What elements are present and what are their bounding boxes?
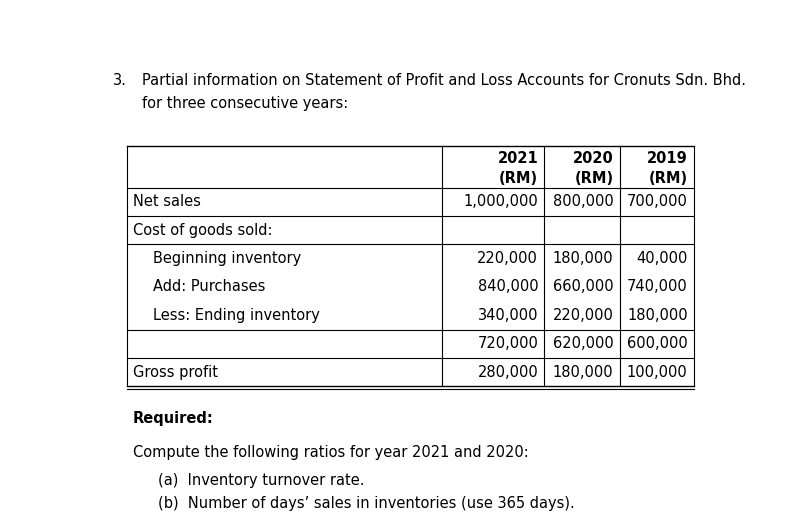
Text: Cost of goods sold:: Cost of goods sold: — [133, 223, 273, 238]
Text: 720,000: 720,000 — [477, 336, 538, 351]
Text: Net sales: Net sales — [133, 194, 201, 209]
Text: 3.: 3. — [113, 73, 127, 88]
Text: 220,000: 220,000 — [552, 308, 614, 323]
Text: 280,000: 280,000 — [477, 365, 538, 379]
Text: 840,000: 840,000 — [477, 280, 538, 294]
Text: 700,000: 700,000 — [626, 194, 688, 209]
Text: Beginning inventory: Beginning inventory — [153, 251, 301, 266]
Text: 1,000,000: 1,000,000 — [463, 194, 538, 209]
Text: 220,000: 220,000 — [477, 251, 538, 266]
Text: (RM): (RM) — [499, 172, 538, 186]
Text: 340,000: 340,000 — [477, 308, 538, 323]
Text: 600,000: 600,000 — [627, 336, 688, 351]
Text: (a)  Inventory turnover rate.: (a) Inventory turnover rate. — [158, 473, 364, 488]
Text: 180,000: 180,000 — [553, 365, 614, 379]
Text: (RM): (RM) — [575, 172, 614, 186]
Text: Compute the following ratios for year 2021 and 2020:: Compute the following ratios for year 20… — [133, 445, 528, 460]
Text: 40,000: 40,000 — [636, 251, 688, 266]
Text: 180,000: 180,000 — [627, 308, 688, 323]
Text: 100,000: 100,000 — [627, 365, 688, 379]
Text: Required:: Required: — [133, 411, 214, 426]
Text: 740,000: 740,000 — [627, 280, 688, 294]
Text: 2019: 2019 — [647, 151, 688, 166]
Text: Partial information on Statement of Profit and Loss Accounts for Cronuts Sdn. Bh: Partial information on Statement of Prof… — [142, 73, 746, 88]
Text: 180,000: 180,000 — [553, 251, 614, 266]
Text: 800,000: 800,000 — [553, 194, 614, 209]
Text: 620,000: 620,000 — [553, 336, 614, 351]
Text: for three consecutive years:: for three consecutive years: — [142, 96, 347, 111]
Text: 2021: 2021 — [497, 151, 538, 166]
Text: Gross profit: Gross profit — [133, 365, 218, 379]
Text: Less: Ending inventory: Less: Ending inventory — [153, 308, 320, 323]
Text: Add: Purchases: Add: Purchases — [153, 280, 265, 294]
Text: 660,000: 660,000 — [553, 280, 614, 294]
Text: 2020: 2020 — [573, 151, 614, 166]
Text: (b)  Number of days’ sales in inventories (use 365 days).: (b) Number of days’ sales in inventories… — [158, 496, 575, 511]
Text: (RM): (RM) — [649, 172, 688, 186]
